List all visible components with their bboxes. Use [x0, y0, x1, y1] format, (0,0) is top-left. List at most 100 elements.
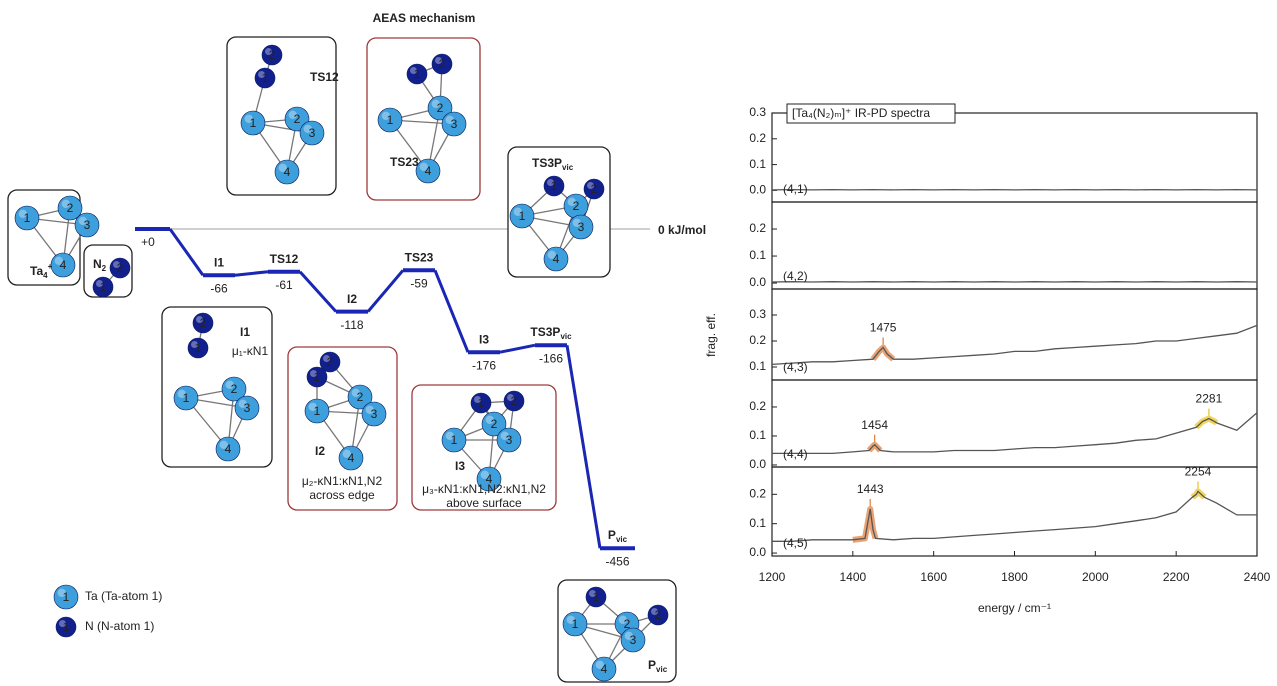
atom-number: 1	[572, 617, 579, 631]
atom-number: 2	[437, 101, 444, 115]
atom-number: 3	[371, 407, 378, 421]
energy-label: -59	[410, 276, 428, 290]
y-tick-label: 0.2	[749, 131, 766, 145]
structure-label: TS23	[390, 155, 419, 169]
peak-label: 1475	[870, 321, 897, 335]
structure-label-main: Ta	[30, 264, 43, 278]
atom-number: 3	[84, 218, 91, 232]
atom-number: 3	[630, 633, 637, 647]
peak-label: 2281	[1196, 392, 1223, 406]
state-label: TS12	[270, 252, 299, 266]
x-tick-label: 2200	[1163, 570, 1190, 584]
x-tick-label: 2400	[1244, 570, 1271, 584]
structure-frame	[162, 307, 272, 467]
atom-number: 2	[439, 57, 446, 71]
y-tick-label: 0.2	[749, 221, 766, 235]
atom-number: 2	[491, 417, 498, 431]
x-tick-label: 1400	[839, 570, 866, 584]
structure-label-main: TS3P	[532, 156, 562, 170]
structure: 122134TS3Pvic	[508, 147, 610, 277]
y-tick-label: 0.2	[749, 399, 766, 413]
atom-number: 3	[309, 126, 316, 140]
atom-number: 4	[425, 164, 432, 178]
atom-number: 1	[519, 209, 526, 223]
panel-label: (4,3)	[783, 360, 808, 374]
state-label-sub: vic	[560, 332, 572, 341]
energy-label: -118	[340, 318, 363, 332]
energy-label: -176	[472, 358, 496, 372]
chart-title: AEAS mechanism	[373, 11, 476, 25]
y-tick-label: 0.2	[749, 333, 766, 347]
atom-number: 2	[200, 316, 207, 330]
y-axis-label: frag. eff.	[704, 313, 718, 357]
atom-number: 1	[63, 620, 70, 634]
atom-number: 2	[117, 261, 124, 275]
atom-number: 4	[553, 252, 560, 266]
panel-title: [Ta₄(N₂)ₘ]⁺ IR-PD spectra	[792, 106, 930, 120]
atom-number: 3	[451, 117, 458, 131]
state-label: I1	[214, 255, 224, 269]
structure: 112234Pvic	[558, 580, 676, 682]
atom-number: 2	[294, 112, 301, 126]
atom-number: 2	[591, 182, 598, 196]
atom-number: 2	[357, 390, 364, 404]
structure-label-sup: +	[48, 262, 53, 271]
atom-number: 1	[478, 396, 485, 410]
atom-number: 1	[250, 116, 257, 130]
structure-label: I2	[315, 444, 325, 458]
peak-label: 1443	[857, 482, 884, 496]
atom-number: 2	[231, 382, 238, 396]
structure: 211234TS12	[227, 37, 339, 195]
atom-number: 1	[183, 391, 190, 405]
state-label-main: TS3P	[530, 325, 560, 339]
atom-number: 3	[578, 220, 585, 234]
y-tick-label: 0.0	[749, 275, 766, 289]
atom-number: 1	[314, 370, 321, 384]
atom-number: 2	[327, 355, 334, 369]
structure-label-main: N	[93, 257, 102, 271]
x-tick-label: 1800	[1001, 570, 1028, 584]
structure-label-sub: vic	[656, 665, 668, 674]
atom-number: 3	[244, 401, 251, 415]
atom-number: 1	[551, 179, 558, 193]
structure-desc: μ₁-κN1	[232, 344, 269, 358]
atom-number: 1	[63, 590, 70, 604]
y-tick-label: 0.1	[749, 516, 766, 530]
atom-number: 2	[511, 394, 518, 408]
atom-number: 4	[601, 662, 608, 676]
legend-text: Ta (Ta-atom 1)	[85, 589, 162, 603]
y-tick-label: 0.0	[749, 545, 766, 559]
structure: 211234I1μ₁-κN1	[162, 307, 272, 467]
y-tick-label: 0.3	[749, 105, 766, 119]
y-tick-label: 0.0	[749, 457, 766, 471]
energy-label: -456	[605, 554, 629, 568]
peak-label: 1454	[861, 418, 888, 432]
atom-number: 2	[655, 608, 662, 622]
panel-label: (4,2)	[783, 269, 808, 283]
structure-desc: μ₃-κN1:κN1,N2:κN1,N2	[422, 482, 546, 496]
atom-number: 2	[67, 201, 74, 215]
structure-label: I3	[455, 459, 465, 473]
x-tick-label: 1600	[920, 570, 947, 584]
energy-label: -61	[275, 278, 293, 292]
y-tick-label: 0.3	[749, 307, 766, 321]
panel-label: (4,4)	[783, 447, 808, 461]
atom-number: 4	[348, 451, 355, 465]
state-label: I3	[479, 332, 489, 346]
energy-label: -66	[210, 281, 228, 295]
structure-label: TS12	[310, 70, 339, 84]
structure: 211234I2μ₂-κN1:κN1,N2across edge	[288, 347, 397, 510]
reference-label: 0 kJ/mol	[658, 223, 706, 237]
x-tick-label: 2000	[1082, 570, 1109, 584]
panel-label: (4,5)	[783, 536, 808, 550]
y-tick-label: 0.0	[749, 183, 766, 197]
structure: 122134I3μ₃-κN1:κN1,N2:κN1,N2above surfac…	[412, 385, 556, 510]
structure-label-main: P	[648, 658, 656, 672]
atom-number: 4	[284, 165, 291, 179]
structure-label-sub: 4	[43, 271, 48, 280]
y-tick-label: 0.1	[749, 248, 766, 262]
atom-number: 4	[60, 258, 67, 272]
atom-number: 1	[414, 67, 421, 81]
state-label-main: P	[608, 528, 616, 542]
